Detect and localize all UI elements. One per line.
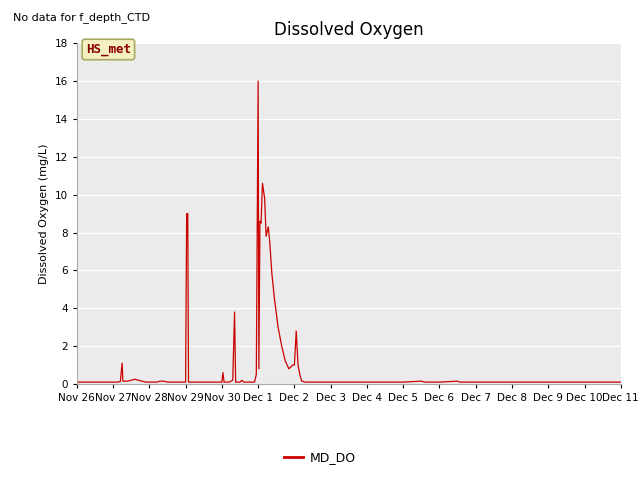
- Title: Dissolved Oxygen: Dissolved Oxygen: [274, 21, 424, 39]
- Text: No data for f_depth_CTD: No data for f_depth_CTD: [13, 12, 150, 23]
- Y-axis label: Dissolved Oxygen (mg/L): Dissolved Oxygen (mg/L): [39, 144, 49, 284]
- Text: HS_met: HS_met: [86, 43, 131, 56]
- Legend: MD_DO: MD_DO: [280, 446, 360, 469]
